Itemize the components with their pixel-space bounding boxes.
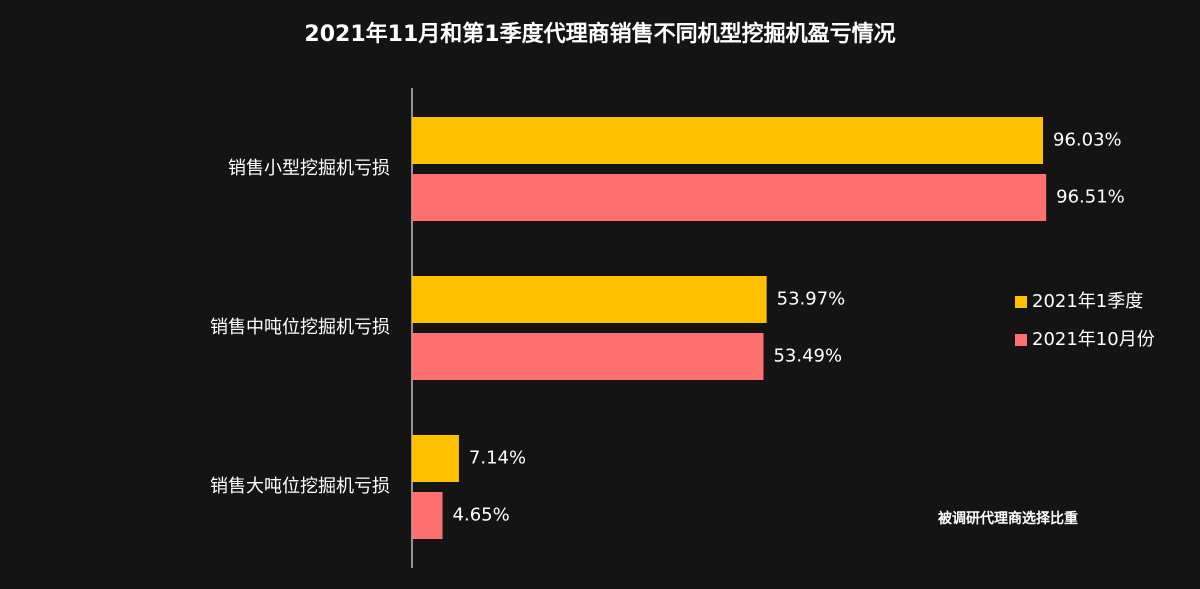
value-label: 4.65% [453, 505, 510, 526]
bar [412, 492, 443, 539]
chart-title: 2021年11月和第1季度代理商销售不同机型挖掘机盈亏情况 [304, 21, 895, 47]
bar [412, 333, 764, 380]
category-label: 销售大吨位挖掘机亏损 [210, 476, 390, 497]
legend-swatch [1015, 334, 1027, 346]
value-label: 53.97% [777, 289, 846, 310]
value-label: 53.49% [773, 346, 842, 367]
bar [412, 276, 767, 323]
bar [412, 435, 459, 482]
legend-label: 2021年10月份 [1032, 329, 1155, 350]
bar [412, 117, 1044, 164]
value-label: 96.03% [1053, 130, 1122, 151]
legend-label: 2021年1季度 [1032, 291, 1143, 312]
value-label: 7.14% [469, 448, 526, 469]
value-label: 96.51% [1056, 187, 1125, 208]
legend-swatch [1015, 296, 1027, 308]
category-label: 销售小型挖掘机亏损 [228, 158, 390, 179]
bar [412, 174, 1047, 221]
category-label: 销售中吨位挖掘机亏损 [210, 317, 390, 338]
annotation: 被调研代理商选择比重 [938, 510, 1078, 527]
